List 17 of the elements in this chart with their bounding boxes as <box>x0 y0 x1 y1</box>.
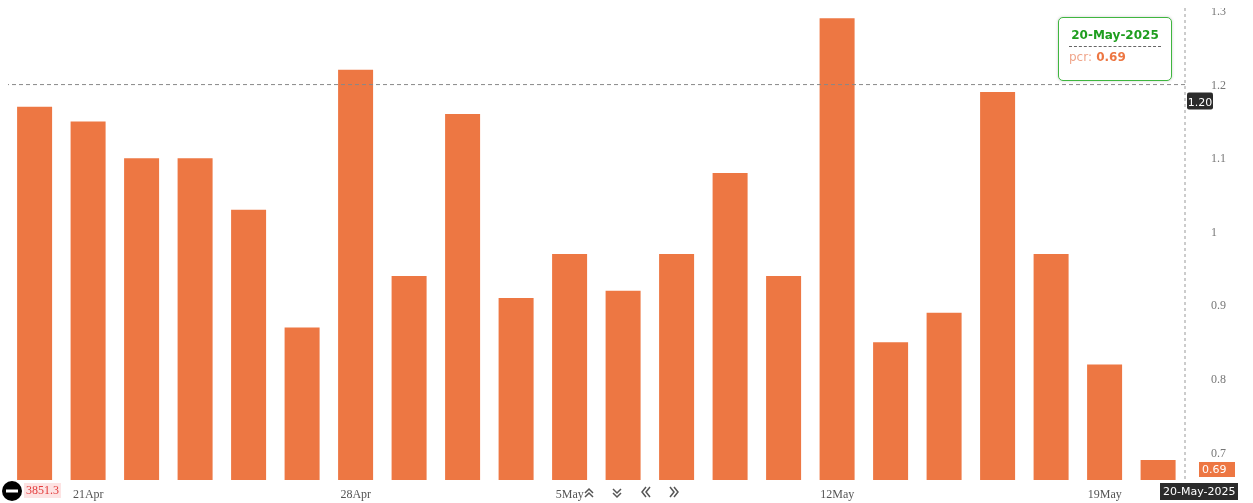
x-tick-label: 12May <box>820 487 855 501</box>
x-tick-label: 21Apr <box>72 487 104 501</box>
y-tick-label: 1.2 <box>1211 77 1226 92</box>
ref-line-label: 1.20 <box>1187 95 1213 109</box>
y-tick-label: 1.1 <box>1211 151 1226 166</box>
text: 3851.3 <box>24 483 61 498</box>
x-tick-label: 5May <box>555 487 584 501</box>
annotation: 20-May-2025 <box>1069 28 1161 47</box>
y-tick-label: 0.8 <box>1211 372 1226 387</box>
text: 0.69 <box>1199 461 1235 477</box>
x-tick-label: 28Apr <box>340 487 372 501</box>
text: 20-May-2025 <box>1160 483 1239 500</box>
y-tick-label: 0.9 <box>1211 298 1226 313</box>
annotation: pcr: 0.69 <box>1069 50 1126 64</box>
y-tick-label: 1 <box>1211 224 1217 239</box>
y-tick-label: 0.7 <box>1211 445 1226 460</box>
x-tick-label: 19May <box>1087 487 1122 501</box>
